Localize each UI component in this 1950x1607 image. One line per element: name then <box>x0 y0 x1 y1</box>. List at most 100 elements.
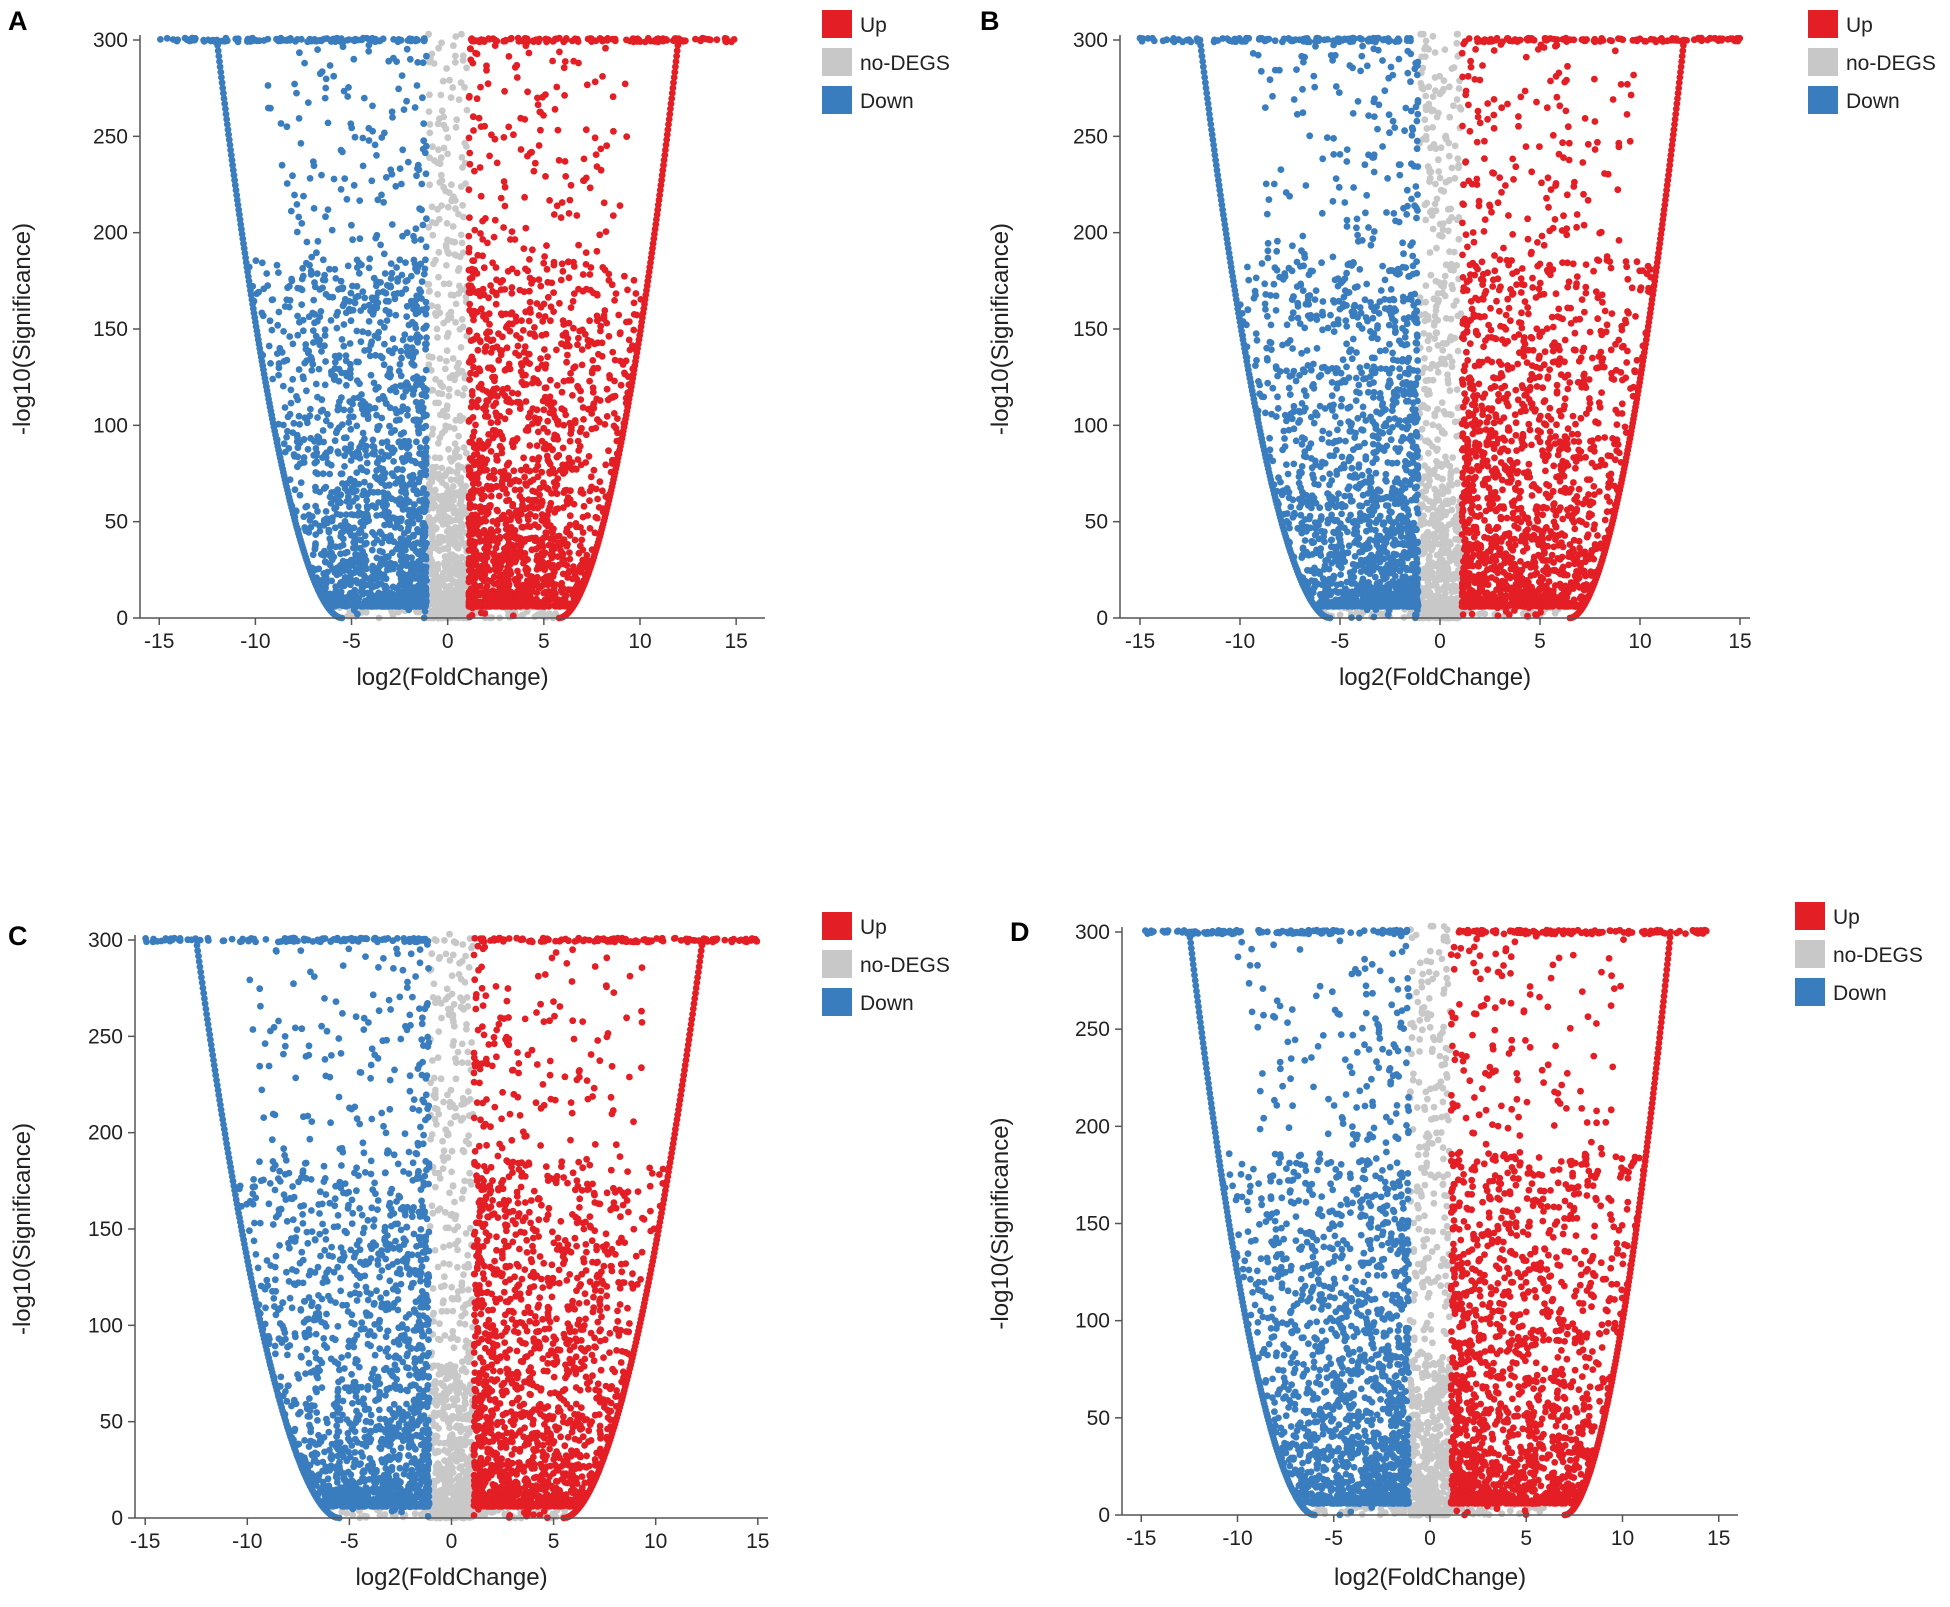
point-up <box>524 516 532 524</box>
point-up <box>582 126 590 134</box>
point-up <box>578 361 586 369</box>
point-down <box>413 267 421 275</box>
x-tick-label: -15 <box>144 630 174 653</box>
point-down <box>346 360 354 368</box>
point-up <box>591 134 599 142</box>
point-up <box>526 149 534 157</box>
point-up <box>535 276 543 283</box>
point-down <box>303 387 310 395</box>
point-up <box>469 480 477 488</box>
point-nodegs <box>451 440 459 447</box>
point-up <box>599 487 606 495</box>
point-up <box>493 452 500 460</box>
point-down <box>298 35 305 43</box>
point-nodegs <box>457 79 465 87</box>
point-up <box>494 539 501 547</box>
point-down <box>331 376 338 383</box>
point-down <box>381 340 388 348</box>
point-nodegs <box>448 458 455 465</box>
point-up <box>603 385 611 393</box>
point-down <box>301 359 309 367</box>
point-up <box>473 50 481 58</box>
point-up <box>582 249 590 256</box>
point-down <box>307 36 314 44</box>
point-down <box>402 580 410 588</box>
point-down <box>394 290 401 297</box>
point-down <box>361 400 369 408</box>
point-down <box>321 381 329 389</box>
point-up <box>565 342 573 350</box>
point-nodegs <box>426 129 434 137</box>
point-down <box>404 158 412 166</box>
point-up <box>506 310 514 318</box>
point-nodegs <box>1422 37 1430 45</box>
point-down <box>331 437 339 445</box>
point-down <box>324 410 331 418</box>
point-nodegs <box>429 231 437 239</box>
point-down <box>404 351 412 358</box>
point-down <box>395 602 403 610</box>
point-down <box>400 480 407 488</box>
point-nodegs <box>1434 156 1442 164</box>
point-down <box>349 236 356 244</box>
point-nodegs <box>1455 85 1463 92</box>
point-up <box>586 271 594 278</box>
point-down <box>363 459 371 467</box>
point-down <box>421 532 429 539</box>
point-up <box>470 543 477 550</box>
point-nodegs <box>453 489 460 497</box>
point-up <box>492 409 500 417</box>
point-up <box>541 346 548 353</box>
point-down <box>265 342 273 350</box>
point-nodegs <box>442 125 450 133</box>
point-up <box>586 487 594 495</box>
point-up <box>575 241 582 249</box>
point-up <box>561 92 568 99</box>
point-up <box>484 80 492 88</box>
point-up <box>483 511 491 518</box>
point-nodegs <box>1432 87 1439 94</box>
point-up <box>559 267 567 275</box>
point-up <box>492 399 500 407</box>
point-up <box>508 289 516 297</box>
point-nodegs <box>458 316 466 323</box>
point-up <box>605 447 612 455</box>
point-nodegs <box>439 573 446 580</box>
point-down <box>298 286 306 294</box>
point-down <box>287 207 295 215</box>
point-up <box>497 286 505 294</box>
point-down <box>353 256 361 264</box>
point-up <box>465 327 473 334</box>
point-nodegs <box>460 540 467 547</box>
point-nodegs <box>448 181 455 189</box>
point-up <box>566 555 574 563</box>
point-down <box>327 317 335 324</box>
x-tick-label: 10 <box>628 630 651 653</box>
point-up <box>533 442 541 450</box>
point-nodegs <box>428 353 436 361</box>
point-down <box>422 142 430 150</box>
point-up <box>465 464 473 472</box>
point-nodegs <box>449 483 457 490</box>
point-nodegs <box>450 291 458 299</box>
point-nodegs <box>425 280 433 288</box>
point-up <box>625 336 633 344</box>
point-down <box>275 364 283 372</box>
point-nodegs <box>1440 408 1448 415</box>
point-nodegs <box>454 477 462 484</box>
point-down <box>368 546 376 554</box>
point-up <box>565 569 572 577</box>
point-up <box>489 336 497 344</box>
point-down <box>269 375 277 383</box>
point-nodegs <box>1450 64 1458 71</box>
point-nodegs <box>448 576 455 583</box>
point-up <box>524 88 531 96</box>
point-up <box>493 343 501 351</box>
point-down <box>356 197 364 205</box>
point-down <box>341 175 349 183</box>
point-up <box>564 500 571 508</box>
point-down <box>377 580 385 588</box>
point-nodegs <box>451 425 458 432</box>
point-down <box>314 46 321 53</box>
point-nodegs <box>439 407 447 415</box>
